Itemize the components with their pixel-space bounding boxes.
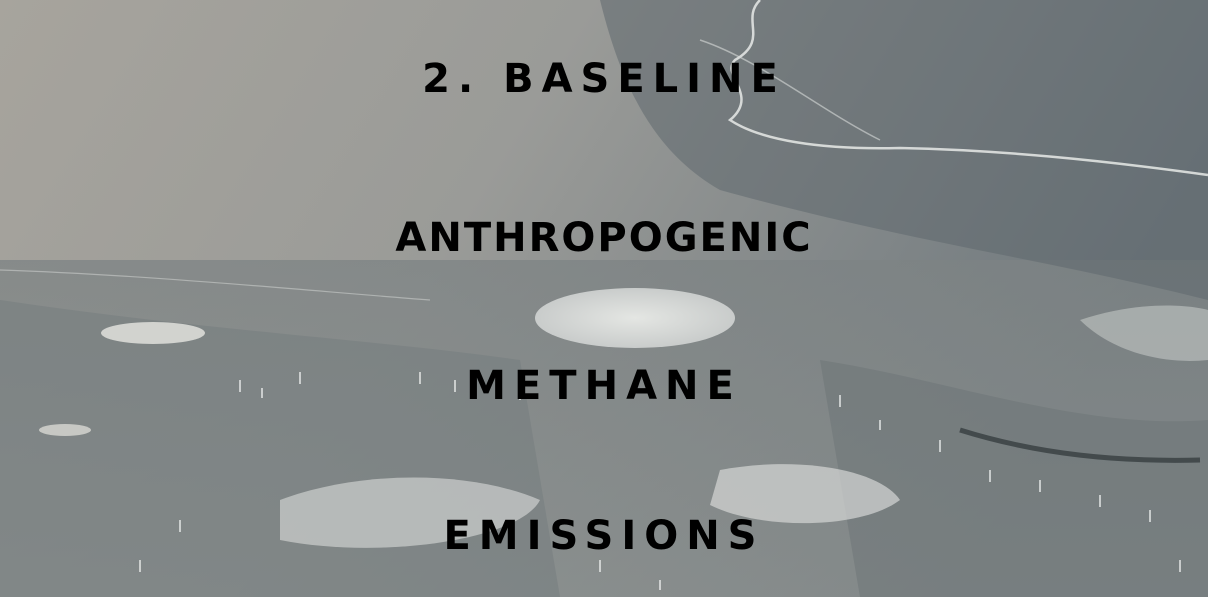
title-line-3: METHANE — [466, 363, 742, 409]
title-line-1: 2. BASELINE — [422, 56, 786, 102]
title-line-2: ANTHROPOGENIC — [395, 215, 813, 261]
title-line-4: EMISSIONS — [443, 513, 765, 559]
